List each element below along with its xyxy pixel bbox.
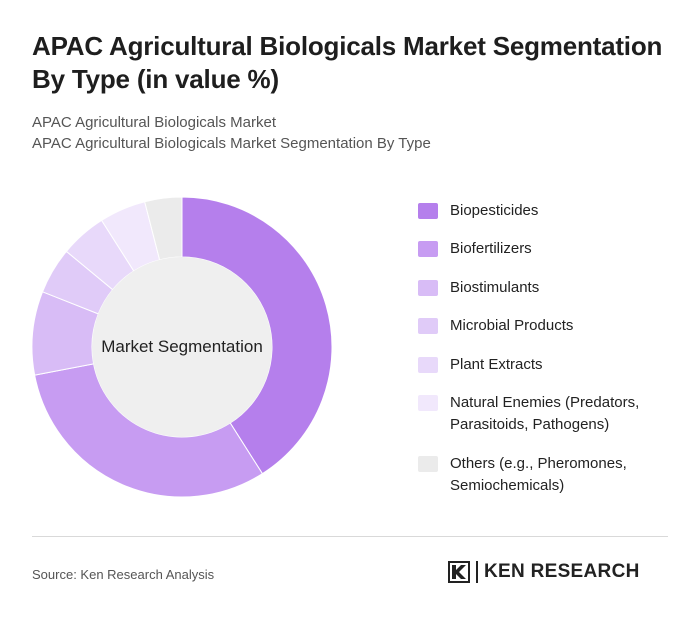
subtitle-market: APAC Agricultural Biologicals Market: [32, 114, 276, 131]
donut-chart: [30, 195, 335, 500]
legend-item-others: Others (e.g., Pheromones, Semiochemicals…: [418, 453, 688, 497]
legend-item-microbial-products: Microbial Products: [418, 315, 688, 337]
brand-name: KEN RESEARCH: [484, 561, 640, 582]
legend-item-biofertilizers: Biofertilizers: [418, 238, 688, 260]
legend-swatch: [418, 395, 438, 411]
legend-label: Biostimulants: [450, 279, 540, 296]
brand-logo: KEN RESEARCH: [448, 560, 640, 584]
brand-separator: [476, 561, 478, 583]
legend-swatch: [418, 203, 438, 219]
legend-label: Others (e.g., Pheromones, Semiochemicals…: [450, 455, 627, 494]
donut-chart-svg: [31, 196, 333, 498]
legend-label: Biofertilizers: [450, 240, 532, 257]
legend-swatch: [418, 280, 438, 296]
legend-item-natural-enemies: Natural Enemies (Predators, Parasitoids,…: [418, 392, 688, 436]
legend-label: Natural Enemies (Predators, Parasitoids,…: [450, 394, 640, 433]
legend-label: Microbial Products: [450, 317, 574, 334]
legend-swatch: [418, 357, 438, 373]
legend-label: Biopesticides: [450, 202, 539, 219]
page-title: APAC Agricultural Biologicals Market Seg…: [32, 31, 663, 94]
legend-swatch: [418, 241, 438, 257]
donut-center-label: Market Segmentation: [101, 337, 263, 356]
donut-center: [92, 257, 272, 437]
legend-label: Plant Extracts: [450, 356, 543, 373]
ken-research-logo-icon: [448, 561, 470, 583]
source-note: Source: Ken Research Analysis: [32, 567, 215, 582]
subtitle-segmentation: APAC Agricultural Biologicals Market Seg…: [32, 135, 431, 152]
legend-item-biostimulants: Biostimulants: [418, 277, 688, 299]
footer-divider: [32, 536, 668, 537]
legend-swatch: [418, 318, 438, 334]
legend-item-plant-extracts: Plant Extracts: [418, 354, 688, 376]
legend-swatch: [418, 456, 438, 472]
legend-item-biopesticides: Biopesticides: [418, 200, 688, 222]
